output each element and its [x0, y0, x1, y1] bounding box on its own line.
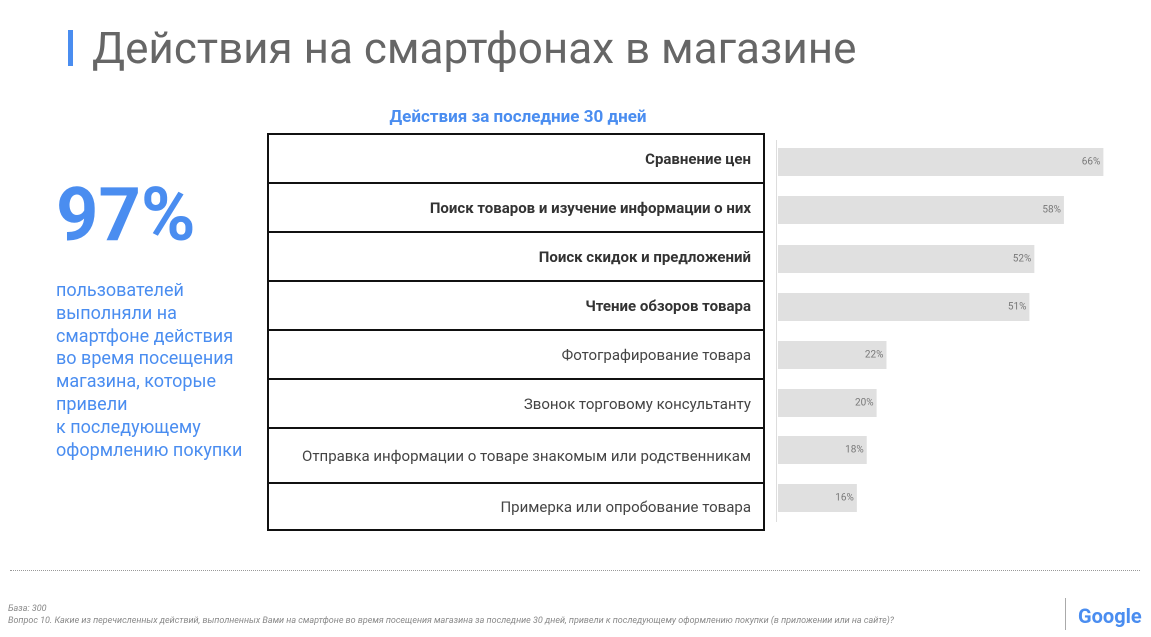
description-line: к последующему [56, 416, 201, 438]
bar [778, 389, 877, 417]
value-label: 20% [855, 398, 874, 409]
description-line: магазина, которые [56, 371, 216, 393]
value-label: 52% [1013, 254, 1032, 265]
base-note: База: 300 [8, 604, 47, 614]
category-label: Поиск товаров и изучение информации о ни… [269, 184, 763, 233]
category-label: Отправка информации о товаре знакомым ил… [269, 429, 763, 484]
value-label: 58% [1042, 205, 1061, 216]
chart-title: Действия за последние 30 дней [389, 107, 647, 127]
description-line: пользователей [56, 280, 184, 301]
slide-title: Действия на смартфонах в магазине [92, 22, 857, 74]
description-line: оформлению покупки [56, 439, 243, 461]
bar [778, 436, 867, 464]
bar [778, 148, 1104, 176]
value-label: 51% [1008, 302, 1027, 313]
logo: Google [1078, 604, 1142, 628]
category-label: Сравнение цен [269, 135, 763, 184]
category-label: Поиск скидок и предложений [269, 233, 763, 282]
category-table: Сравнение цен Поиск товаров и изучение ин… [267, 133, 765, 531]
description-line: во время посещения [56, 348, 234, 370]
description-line: смартфоне действия [56, 325, 234, 347]
bar [778, 196, 1064, 224]
category-label: Чтение обзоров товара [269, 282, 763, 331]
description: пользователей выполняли на смартфоне дейст… [56, 280, 242, 462]
logo-divider [1065, 598, 1066, 630]
separator [10, 570, 1140, 571]
value-label: 18% [845, 445, 864, 456]
bar [778, 341, 887, 369]
value-label: 22% [865, 350, 884, 361]
value-label: 16% [835, 493, 854, 504]
description-line: выполняли на [56, 302, 177, 324]
bar [778, 293, 1030, 321]
category-label: Примерка или опробование товара [500, 497, 751, 516]
title-accent [68, 30, 73, 66]
bar [778, 245, 1035, 273]
value-label: 66% [1082, 157, 1101, 168]
stat: 97% [56, 172, 196, 259]
bar [778, 484, 857, 512]
category-label: Фотографирование товара [269, 331, 763, 380]
question-note: Вопрос 10. Какие из перечисленных действ… [8, 616, 894, 626]
category-label: Звонок торговому консультанту [269, 380, 763, 429]
description-line: привели [56, 393, 128, 415]
